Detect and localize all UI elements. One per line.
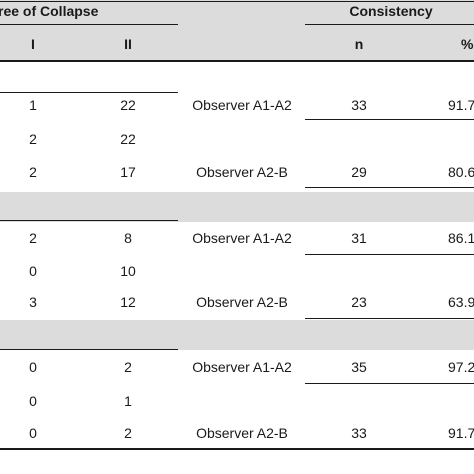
column-header-percent: % <box>461 36 474 52</box>
cell-n: 35 <box>351 359 367 375</box>
consistency-row-rule <box>305 254 474 255</box>
cell-n: 33 <box>351 97 367 113</box>
cell-ii: 8 <box>124 230 132 246</box>
cell-ii: 10 <box>120 263 136 279</box>
cell-i: 0 <box>29 425 37 441</box>
degree-of-collapse-rule <box>0 24 178 25</box>
column-header-i: I <box>31 36 35 52</box>
cell-percent: 80.6 <box>448 164 474 180</box>
column-header-ii: II <box>124 36 132 52</box>
degree-of-collapse-header: ree of Collapse <box>0 3 99 19</box>
cell-n: 33 <box>351 425 367 441</box>
cell-n: 23 <box>351 294 367 310</box>
table-top-rule <box>0 1 474 2</box>
cell-observer-pair: Observer A2-B <box>196 164 288 180</box>
cell-observer-pair: Observer A1-A2 <box>192 359 292 375</box>
cell-ii: 2 <box>124 425 132 441</box>
cell-percent: 97.2 <box>448 359 474 375</box>
cell-ii: 17 <box>120 164 136 180</box>
cell-i: 2 <box>29 164 37 180</box>
cell-i: 2 <box>29 131 37 147</box>
cell-percent: 86.1 <box>448 230 474 246</box>
cell-observer-pair: Observer A1-A2 <box>192 97 292 113</box>
group-2-top-rule <box>0 220 178 221</box>
group-3-top-rule <box>0 349 178 350</box>
consistency-row-rule <box>305 187 474 188</box>
cell-i: 0 <box>29 393 37 409</box>
table-header-band <box>0 0 474 60</box>
cell-ii: 22 <box>120 97 136 113</box>
consistency-rule <box>305 24 474 25</box>
cell-ii: 22 <box>120 131 136 147</box>
consistency-row-rule <box>305 383 474 384</box>
group-1-top-rule <box>0 92 178 93</box>
table-bottom-rule <box>0 448 474 450</box>
group-2-band <box>0 192 474 222</box>
consistency-header: Consistency <box>349 3 433 19</box>
cell-ii: 12 <box>120 294 136 310</box>
cell-i: 1 <box>29 97 37 113</box>
cell-i: 3 <box>29 294 37 310</box>
consistency-row-rule <box>305 119 474 120</box>
cell-i: 0 <box>29 359 37 375</box>
cell-percent: 91.7 <box>448 97 474 113</box>
cell-n: 31 <box>351 230 367 246</box>
cell-observer-pair: Observer A2-B <box>196 294 288 310</box>
cell-ii: 2 <box>124 359 132 375</box>
cell-observer-pair: Observer A2-B <box>196 425 288 441</box>
cell-i: 0 <box>29 263 37 279</box>
cell-n: 29 <box>351 164 367 180</box>
group-3-band <box>0 320 474 350</box>
cell-i: 2 <box>29 230 37 246</box>
cell-percent: 63.9 <box>448 294 474 310</box>
cell-ii: 1 <box>124 393 132 409</box>
column-header-n: n <box>354 36 364 52</box>
cell-percent: 91.7 <box>448 425 474 441</box>
consistency-row-rule <box>305 318 474 319</box>
header-bottom-rule <box>0 60 474 62</box>
cell-observer-pair: Observer A1-A2 <box>192 230 292 246</box>
